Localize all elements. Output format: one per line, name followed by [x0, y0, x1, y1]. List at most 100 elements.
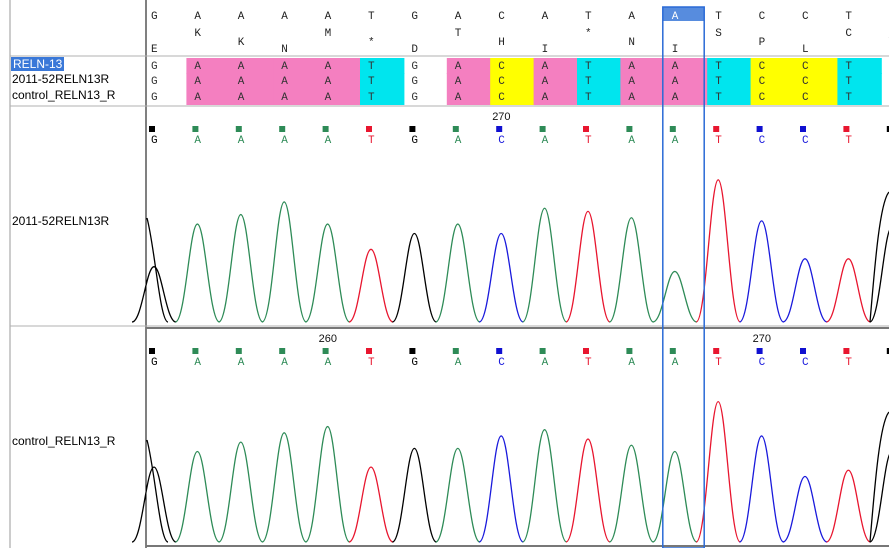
quality-marker	[323, 348, 329, 354]
called-base: A	[325, 357, 332, 369]
called-base: G	[411, 135, 418, 147]
base-cell	[447, 89, 491, 105]
base-cell	[273, 73, 317, 89]
quality-marker	[757, 348, 763, 354]
base-cell	[360, 58, 404, 74]
base-cell	[273, 89, 317, 105]
base-cell	[317, 73, 361, 89]
aligned-base: T	[585, 92, 592, 104]
quality-marker	[496, 348, 502, 354]
called-base: T	[845, 357, 852, 369]
row-label-sample1[interactable]: 2011-52RELN13R	[12, 72, 109, 86]
translation-codon: *	[368, 37, 375, 49]
aligned-base: T	[715, 61, 722, 73]
base-cell	[186, 89, 230, 105]
trace-peak	[436, 224, 480, 322]
aligned-base: C	[759, 61, 766, 73]
trace-peak	[349, 249, 393, 322]
aligned-base: A	[194, 61, 201, 73]
base-cell	[837, 89, 881, 105]
translation-codon: S	[715, 28, 722, 40]
quality-marker	[279, 126, 285, 132]
aligned-base: T	[585, 61, 592, 73]
consensus-base: C	[498, 11, 505, 23]
aligned-base: T	[845, 61, 852, 73]
base-cell	[664, 58, 708, 74]
row-label-sample2[interactable]: control_RELN13_R	[12, 88, 115, 102]
quality-marker	[149, 126, 155, 132]
trace-panel-sample2[interactable]: 260270GAAAATGACATAATCCTG	[132, 333, 889, 542]
quality-marker	[800, 348, 806, 354]
base-cell	[186, 58, 230, 74]
quality-marker	[453, 348, 459, 354]
trace-peak	[870, 412, 889, 542]
translation-codon: I	[672, 44, 679, 56]
aligned-base: A	[238, 92, 245, 104]
base-cell	[230, 73, 274, 89]
called-base: G	[151, 357, 158, 369]
quality-marker	[670, 126, 676, 132]
called-base: A	[281, 357, 288, 369]
trace-peak	[740, 221, 784, 322]
alignment-panel: GAAAATGACATAATCCTGKMT*SCK*HNPVENDIILGAAA…	[151, 11, 889, 105]
base-cell	[317, 89, 361, 105]
called-base: T	[368, 135, 375, 147]
trace-label-sample1[interactable]: 2011-52RELN13R	[12, 214, 109, 228]
translation-codon: C	[845, 28, 852, 40]
quality-marker	[540, 348, 546, 354]
consensus-base: G	[411, 11, 418, 23]
trace-peak	[566, 439, 610, 542]
translation-codon: K	[194, 28, 201, 40]
aligned-base: C	[759, 92, 766, 104]
called-base: A	[194, 135, 201, 147]
base-cell	[707, 89, 751, 105]
quality-marker	[670, 348, 676, 354]
quality-marker	[713, 126, 719, 132]
trace-peak	[870, 227, 889, 322]
aligned-base: A	[542, 92, 549, 104]
trace-peak	[826, 470, 870, 542]
base-cell	[317, 58, 361, 74]
trace-peak	[175, 224, 219, 322]
aligned-base: G	[151, 61, 158, 73]
row-label-reference[interactable]: RELN-13	[11, 57, 64, 71]
base-cell	[751, 73, 795, 89]
called-base: A	[628, 135, 635, 147]
aligned-base: A	[542, 76, 549, 88]
aligned-base: A	[628, 92, 635, 104]
called-base: T	[585, 135, 592, 147]
consensus-base: T	[845, 11, 852, 23]
trace-peak	[653, 452, 697, 542]
aligned-base: C	[802, 76, 809, 88]
quality-marker	[236, 126, 242, 132]
quality-marker	[583, 348, 589, 354]
called-base: C	[759, 135, 766, 147]
trace-peak	[479, 234, 523, 322]
called-base: A	[238, 135, 245, 147]
quality-marker	[626, 126, 632, 132]
trace-peak	[306, 224, 350, 322]
aligned-base: C	[498, 76, 505, 88]
aligned-base: A	[281, 61, 288, 73]
aligned-base: A	[672, 92, 679, 104]
consensus-base: C	[802, 11, 809, 23]
trace-label-sample2[interactable]: control_RELN13_R	[12, 434, 115, 448]
position-number: 270	[492, 111, 510, 123]
aligned-base: A	[238, 61, 245, 73]
aligned-base: T	[845, 76, 852, 88]
called-base: G	[151, 135, 158, 147]
base-cell	[230, 58, 274, 74]
called-base: A	[672, 357, 679, 369]
aligned-base: A	[325, 76, 332, 88]
aligned-base: A	[542, 61, 549, 73]
position-number: 260	[319, 333, 337, 345]
aligned-base: A	[672, 61, 679, 73]
trace-panel-sample1[interactable]: 270GAAAATGACATAATCCTG	[132, 111, 889, 322]
aligned-base: A	[455, 92, 462, 104]
called-base: A	[194, 357, 201, 369]
called-base: T	[715, 357, 722, 369]
trace-peak	[262, 433, 306, 542]
consensus-base: G	[151, 11, 158, 23]
